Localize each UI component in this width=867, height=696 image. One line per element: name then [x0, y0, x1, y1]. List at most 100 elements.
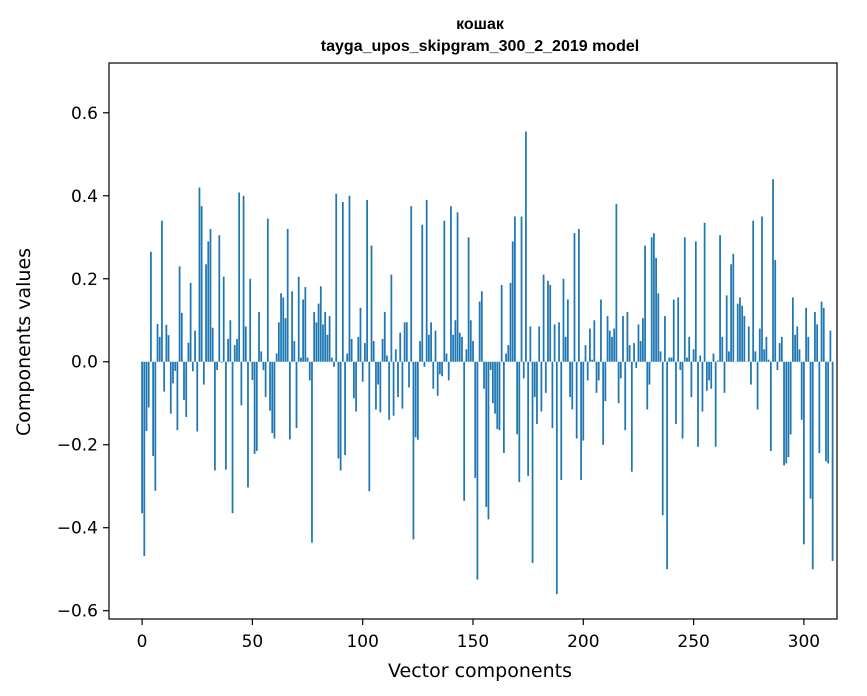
bar-144 — [458, 332, 461, 362]
bar-100 — [361, 361, 364, 382]
bar-114 — [392, 361, 395, 416]
bar-125 — [416, 361, 419, 440]
bar-197 — [575, 361, 578, 439]
bar-15 — [174, 361, 177, 371]
bar-10 — [163, 361, 166, 392]
bar-34 — [216, 361, 218, 371]
bar-107 — [377, 361, 380, 385]
x-tick-label: 0 — [137, 632, 148, 652]
bar-297 — [796, 326, 799, 362]
bar-series — [141, 131, 834, 595]
bar-202 — [586, 361, 589, 381]
bar-234 — [657, 293, 660, 362]
chart-subtitle: tayga_upos_skipgram_300_2_2019 model — [321, 38, 639, 55]
bar-79 — [315, 322, 318, 362]
bar-96 — [352, 361, 355, 399]
bar-290 — [780, 336, 783, 362]
bar-50 — [251, 361, 254, 381]
bar-313 — [831, 361, 834, 561]
bar-268 — [732, 253, 735, 362]
x-tick-label: 150 — [457, 632, 489, 652]
bar-257 — [708, 361, 710, 381]
bar-285 — [769, 361, 772, 451]
bar-186 — [551, 361, 554, 429]
bar-121 — [408, 361, 410, 388]
bar-204 — [591, 359, 593, 362]
bar-143 — [456, 212, 459, 362]
bar-130 — [428, 334, 430, 362]
bar-229 — [646, 361, 649, 410]
bar-37 — [222, 276, 225, 362]
bar-172 — [520, 216, 523, 362]
bar-40 — [229, 320, 232, 362]
bar-73 — [302, 299, 305, 362]
bar-11 — [165, 324, 168, 362]
bar-156 — [485, 361, 488, 507]
bar-283 — [765, 336, 768, 362]
bar-264 — [723, 361, 726, 393]
bar-282 — [763, 349, 766, 362]
bar-140 — [450, 206, 452, 362]
bar-136 — [441, 361, 443, 377]
bar-2 — [145, 361, 148, 432]
bar-238 — [666, 361, 669, 570]
x-tick-label: 200 — [567, 632, 599, 652]
bar-237 — [664, 316, 666, 362]
bar-92 — [344, 361, 346, 456]
bar-294 — [789, 361, 792, 435]
bar-101 — [364, 343, 366, 362]
bar-117 — [399, 332, 402, 362]
bar-126 — [419, 341, 421, 362]
chart-title: кошак — [456, 16, 505, 33]
bar-244 — [679, 361, 682, 371]
bar-183 — [544, 361, 547, 393]
bar-304 — [811, 361, 814, 570]
bar-127 — [421, 224, 424, 362]
bar-7 — [156, 323, 159, 362]
bar-272 — [741, 305, 744, 362]
bar-77 — [311, 361, 313, 543]
bar-118 — [401, 361, 404, 409]
bar-80 — [317, 303, 320, 362]
bar-213 — [611, 336, 613, 362]
bar-217 — [619, 361, 622, 379]
bar-298 — [798, 349, 801, 362]
bar-65 — [284, 318, 287, 362]
bar-86 — [330, 357, 333, 362]
bar-31 — [209, 228, 212, 362]
bar-169 — [514, 216, 516, 362]
bar-176 — [529, 326, 532, 362]
bar-84 — [326, 334, 329, 362]
bar-201 — [584, 345, 587, 362]
bar-133 — [434, 330, 437, 362]
bar-260 — [714, 361, 717, 447]
bar-228 — [644, 245, 646, 362]
bar-236 — [661, 361, 664, 516]
bar-39 — [227, 338, 229, 362]
bar-184 — [547, 280, 549, 362]
bar-16 — [176, 361, 179, 431]
bar-250 — [692, 349, 695, 362]
bar-155 — [483, 361, 485, 389]
bar-255 — [703, 222, 706, 362]
bar-271 — [739, 297, 741, 362]
bar-12 — [167, 335, 170, 362]
bar-132 — [432, 361, 435, 389]
bar-137 — [443, 220, 446, 362]
bar-247 — [686, 357, 688, 362]
bar-76 — [308, 361, 311, 381]
bar-199 — [580, 361, 582, 480]
bar-67 — [289, 361, 291, 440]
bar-149 — [469, 320, 472, 362]
x-tick-label: 250 — [677, 632, 709, 652]
bar-69 — [293, 341, 296, 362]
bar-89 — [337, 361, 340, 459]
bar-53 — [258, 311, 260, 362]
bar-193 — [566, 299, 569, 362]
bar-306 — [816, 324, 819, 362]
bar-160 — [494, 361, 496, 414]
bar-182 — [542, 274, 545, 362]
y-tick-label: 0.2 — [71, 270, 98, 290]
y-tick-label: 0.6 — [71, 104, 98, 124]
